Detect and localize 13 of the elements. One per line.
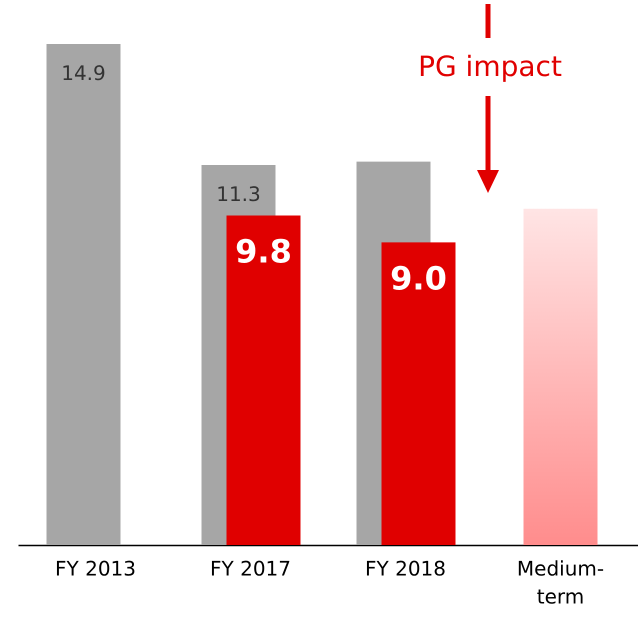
x-tick-label: FY 2018 — [365, 556, 446, 580]
data-label: 11.3 — [216, 182, 261, 206]
data-label: 9.0 — [390, 259, 447, 298]
bar — [226, 215, 300, 545]
data-label: 9.8 — [235, 232, 292, 270]
x-tick-label: Medium-term — [516, 556, 604, 608]
x-tick-label: FY 2017 — [210, 556, 291, 580]
bar — [382, 242, 456, 545]
data-label: 14.9 — [61, 61, 106, 85]
bar — [524, 208, 598, 545]
bar — [46, 44, 120, 545]
x-tick-label: FY 2013 — [55, 556, 136, 580]
annotation: PG impact — [417, 50, 563, 83]
